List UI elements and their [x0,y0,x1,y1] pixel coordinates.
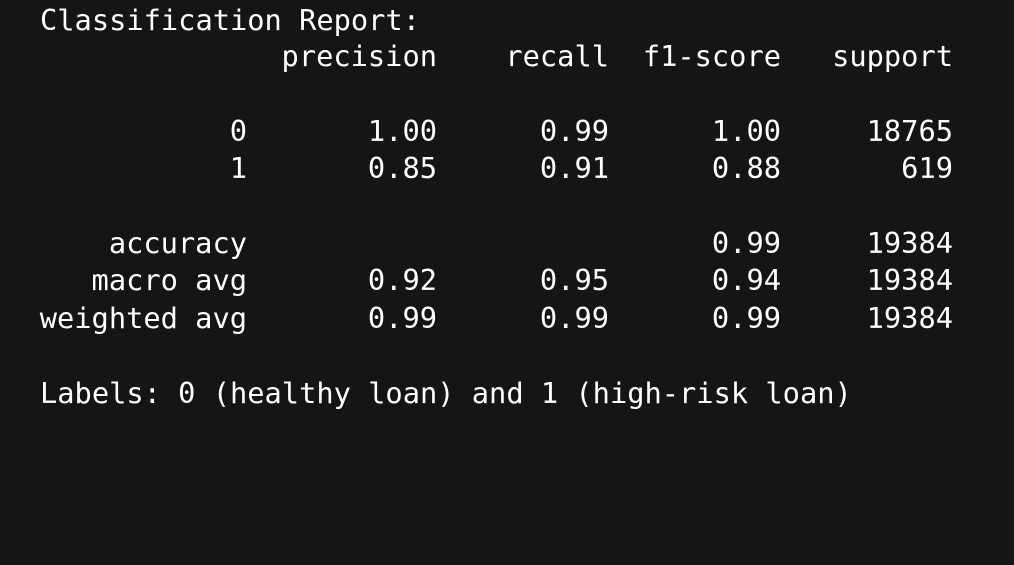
row-label: weighted avg [39,301,247,335]
header-support: support [832,39,953,73]
labels-note-line: Labels: 0 (healthy loan) and 1 (high-ris… [0,374,852,412]
row-recall: 0.99 [539,301,609,335]
row-f1-score: 0.94 [711,263,781,297]
row-support: 19384 [866,226,953,260]
row-recall: 0.95 [539,263,609,297]
row-precision: 0.99 [367,301,437,335]
row-precision: 0.92 [367,263,437,297]
row-recall: 0.99 [539,114,609,148]
row-label: 0 [229,114,247,148]
row-support: 619 [901,151,953,185]
table-row: 0 1.00 0.99 1.00 18765 [0,112,1014,150]
row-support: 18765 [866,114,953,148]
row-precision: 1.00 [367,114,437,148]
terminal-output: Classification Report: precision recall … [0,1,1014,412]
labels-note: Labels: 0 (healthy loan) and 1 (high-ris… [40,376,852,410]
summary-row-macro-avg: macro avg 0.92 0.95 0.94 19384 [0,261,1014,299]
row-f1-score: 0.88 [711,151,781,185]
row-label: accuracy [108,226,247,260]
table-row: 1 0.85 0.91 0.88 619 [0,149,1014,187]
row-f1-score: 0.99 [711,301,781,335]
row-precision: 0.85 [367,151,437,185]
row-label: 1 [229,151,247,185]
row-recall: 0.91 [539,151,609,185]
row-support: 19384 [866,263,953,297]
header-row: precision recall f1-score support [0,37,1014,75]
row-f1-score: 1.00 [711,114,781,148]
header-recall: recall [505,39,609,73]
row-f1-score: 0.99 [711,226,781,260]
summary-row-weighted-avg: weighted avg 0.99 0.99 0.99 19384 [0,299,1014,337]
summary-row-accuracy: accuracy 0.99 19384 [0,224,1014,262]
header-precision: precision [281,39,437,73]
row-label: macro avg [91,263,247,297]
header-f1-score: f1-score [642,39,781,73]
row-support: 19384 [866,301,953,335]
report-title-line: Classification Report: [0,1,420,39]
report-title: Classification Report: [40,3,420,37]
